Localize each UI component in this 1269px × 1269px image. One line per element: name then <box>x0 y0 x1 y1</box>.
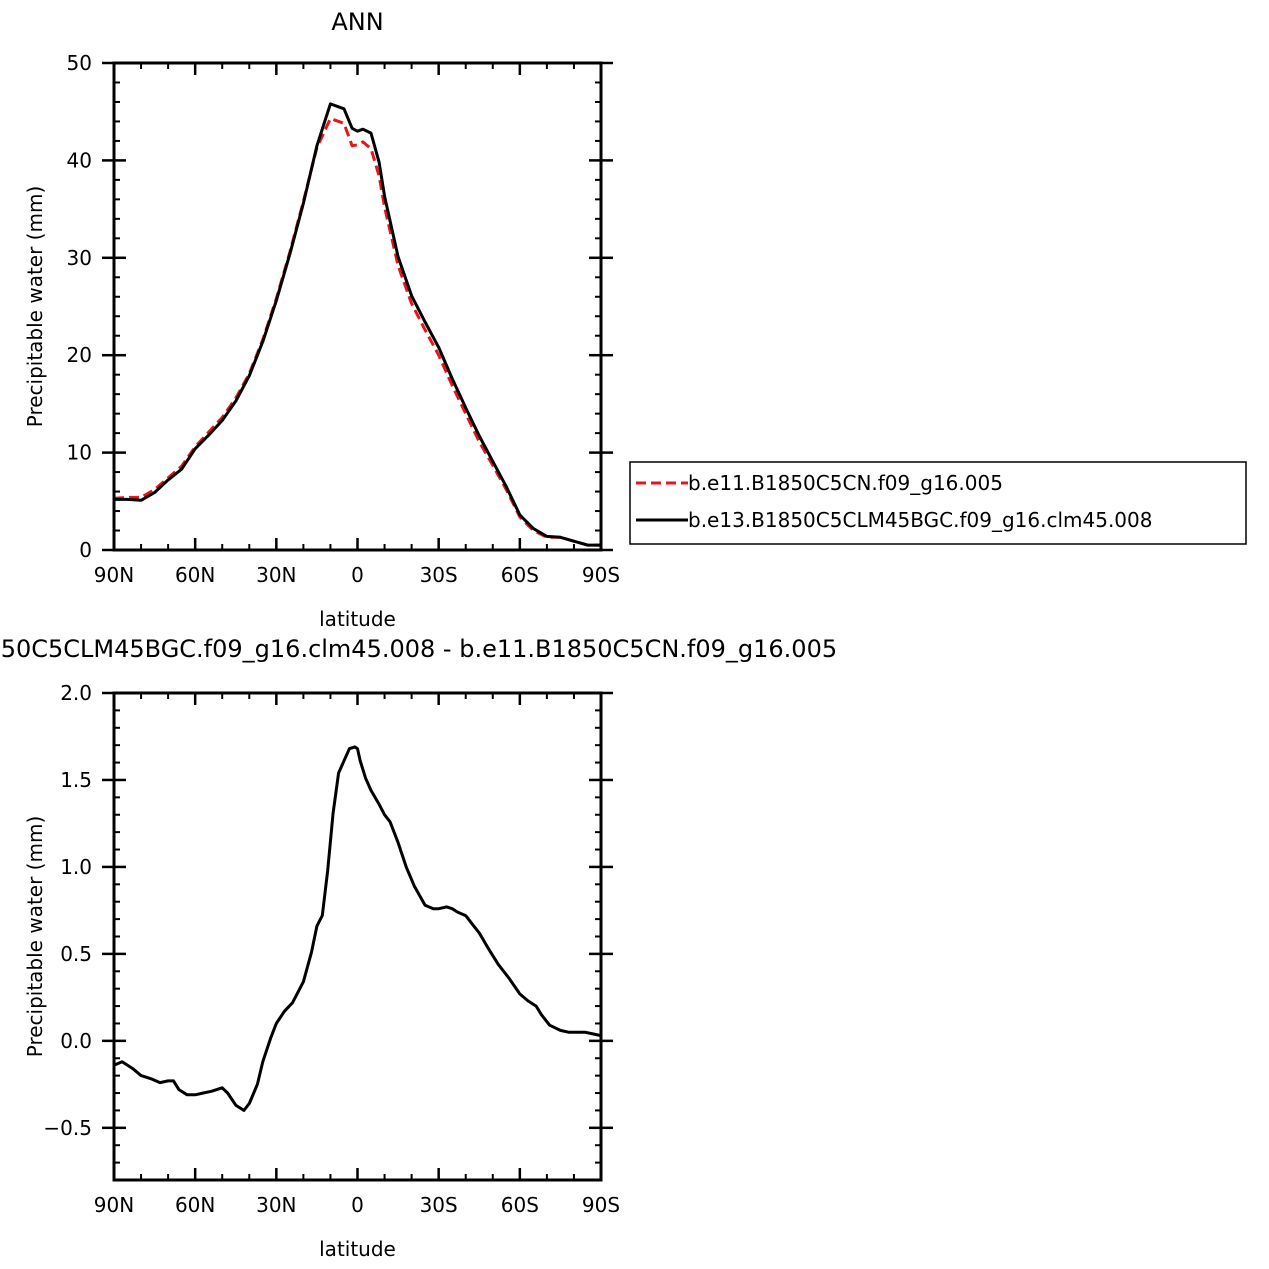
x-axis-title: latitude <box>319 607 396 631</box>
y-tick-label: 0.5 <box>60 942 92 966</box>
x-tick-label: 60S <box>501 1193 539 1217</box>
y-tick-label: 30 <box>67 246 92 270</box>
series-line-0 <box>114 117 601 547</box>
y-tick-label: 1.5 <box>60 768 92 792</box>
x-tick-label: 60S <box>501 563 539 587</box>
plot-frame <box>112 61 603 552</box>
x-tick-label: 30S <box>420 1193 458 1217</box>
x-tick-label: 90S <box>582 563 620 587</box>
y-tick-label: 0 <box>79 538 92 562</box>
x-tick-label: 60N <box>175 1193 215 1217</box>
y-tick-label: 10 <box>67 441 92 465</box>
x-tick-label: 90N <box>94 563 134 587</box>
x-axis-title: latitude <box>319 1237 396 1261</box>
top-chart-panel: 90N 60N 30N 0 30S 60S 90S 0 10 20 30 40 50 latitude Pr… <box>23 8 1247 631</box>
x-tick-label: 90S <box>582 1193 620 1217</box>
x-tick-label: 90N <box>94 1193 134 1217</box>
y-tick-label: 0.0 <box>60 1029 92 1053</box>
y-tick-label: 1.0 <box>60 855 92 879</box>
y-tick-label: −0.5 <box>43 1116 92 1140</box>
y-tick-label: 2.0 <box>60 681 92 705</box>
legend-label-0: b.e11.B1850C5CN.f09_g16.005 <box>688 471 1003 495</box>
difference-chart-panel: 90N 60N 30N 0 30S 60S 90S −0.5 0.0 0.5 1.0 1.5 2.0 la… <box>0 635 837 1261</box>
series-line-difference <box>114 745 601 1112</box>
y-tick-label: 40 <box>67 148 92 172</box>
x-tick-label: 30N <box>256 1193 296 1217</box>
x-tick-label: 0 <box>351 563 364 587</box>
legend-label-1: b.e13.B1850C5CLM45BGC.f09_g16.clm45.008 <box>688 508 1152 532</box>
y-tick-label: 20 <box>67 343 92 367</box>
legend: b.e11.B1850C5CN.f09_g16.005 b.e13.B1850C5… <box>629 461 1247 545</box>
x-tick-label: 30N <box>256 563 296 587</box>
y-axis-title: Precipitable water (mm) <box>23 816 47 1058</box>
chart-title: ANN <box>331 8 383 36</box>
chart-title: b.e13.B1850C5CLM45BGC.f09_g16.clm45.008 … <box>0 635 837 663</box>
x-tick-label: 60N <box>175 563 215 587</box>
series-line-1 <box>114 102 601 547</box>
x-tick-label: 30S <box>420 563 458 587</box>
x-tick-label: 0 <box>351 1193 364 1217</box>
plot-frame <box>112 691 603 1182</box>
y-tick-label: 50 <box>67 51 92 75</box>
legend-box <box>629 461 1247 545</box>
y-axis-title: Precipitable water (mm) <box>23 186 47 428</box>
